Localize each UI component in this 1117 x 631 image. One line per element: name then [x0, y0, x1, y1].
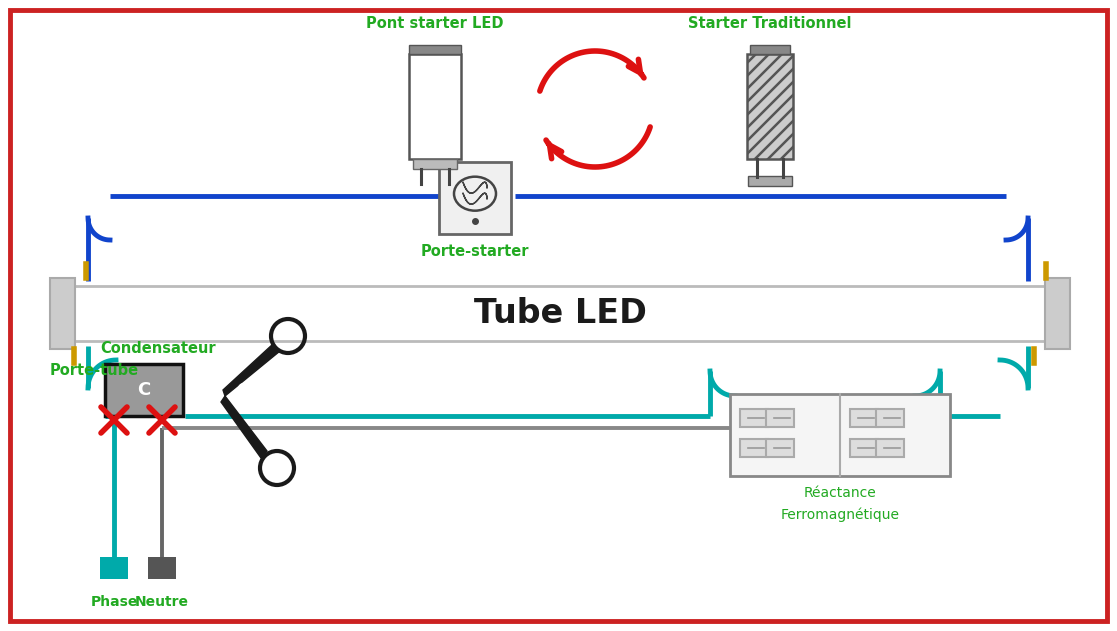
Bar	[750, 45, 790, 54]
Bar	[74, 286, 1046, 341]
Bar	[105, 364, 183, 416]
Bar	[850, 409, 878, 427]
Text: C: C	[137, 381, 151, 399]
Text: Phase: Phase	[90, 595, 137, 609]
Text: Neutre: Neutre	[135, 595, 189, 609]
Bar	[876, 409, 904, 427]
Bar	[409, 45, 461, 54]
Text: Condensateur: Condensateur	[101, 341, 216, 356]
Bar	[1046, 278, 1070, 349]
Text: Tube LED: Tube LED	[474, 297, 647, 330]
Bar	[766, 439, 794, 457]
Bar	[439, 162, 510, 234]
Polygon shape	[221, 396, 267, 458]
Text: Pont starter LED: Pont starter LED	[366, 16, 504, 31]
Bar	[876, 439, 904, 457]
Text: Ferromagnétique: Ferromagnétique	[781, 508, 899, 522]
Bar	[409, 54, 461, 159]
Bar	[766, 409, 794, 427]
Text: Porte-starter: Porte-starter	[421, 244, 529, 259]
Bar	[101, 557, 128, 579]
Bar	[50, 278, 75, 349]
Bar	[739, 409, 768, 427]
Bar	[748, 176, 792, 186]
Text: Réactance: Réactance	[803, 486, 877, 500]
Bar	[747, 54, 793, 159]
Text: Starter Traditionnel: Starter Traditionnel	[688, 16, 852, 31]
Bar	[739, 439, 768, 457]
Bar	[731, 394, 949, 476]
Text: Porte-tube: Porte-tube	[50, 363, 140, 378]
Bar	[413, 159, 457, 169]
Bar	[850, 439, 878, 457]
Bar	[147, 557, 176, 579]
Polygon shape	[223, 344, 280, 396]
